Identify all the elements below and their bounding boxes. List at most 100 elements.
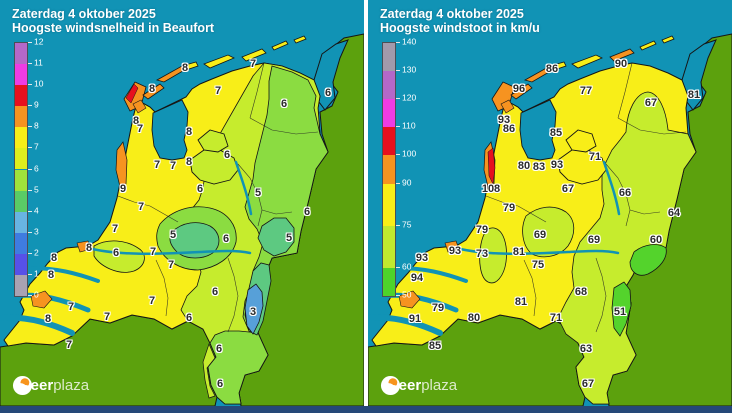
legend-tick-label: 130 xyxy=(402,64,417,75)
station-value: 7 xyxy=(148,294,156,307)
map-title-block: Zaterdag 4 oktober 2025 Hoogste windsnel… xyxy=(12,7,214,35)
station-value: 93 xyxy=(497,113,511,126)
station-value: 69 xyxy=(587,233,601,246)
legend-segment xyxy=(383,99,395,128)
legend-segment xyxy=(383,225,395,268)
station-value: 51 xyxy=(613,305,627,318)
legend-segment xyxy=(15,148,27,170)
legend-tick-label: 3 xyxy=(34,226,39,237)
legend-tick-label: 75 xyxy=(402,219,412,230)
station-value: 6 xyxy=(112,246,120,259)
legend-segment xyxy=(383,183,395,226)
legend-tick-mark xyxy=(396,42,400,43)
station-value: 7 xyxy=(169,159,177,172)
legend-tick-label: 100 xyxy=(402,148,417,159)
legend-tick-mark xyxy=(28,84,32,86)
station-value: 96 xyxy=(512,82,526,95)
station-value: 81 xyxy=(512,245,526,258)
station-value: 86 xyxy=(545,62,559,75)
station-value: 8 xyxy=(185,125,193,138)
station-value: 93 xyxy=(550,158,564,171)
legend-segment xyxy=(15,253,27,275)
legend-segment xyxy=(383,127,395,156)
legend-tick-label: 90 xyxy=(402,177,412,188)
legend-bar xyxy=(382,42,396,297)
station-value: 8 xyxy=(44,312,52,325)
legend-tick-mark xyxy=(28,126,32,128)
station-value: 90 xyxy=(614,57,628,70)
station-value: 5 xyxy=(169,228,177,241)
legend-tick-mark xyxy=(396,98,400,100)
legend-tick-mark xyxy=(28,105,32,107)
legend-segment xyxy=(15,274,27,296)
station-value: 81 xyxy=(687,88,701,101)
legend-tick-label: 1 xyxy=(34,268,39,279)
station-value: 86 xyxy=(502,122,516,135)
legend-tick-label: 120 xyxy=(402,92,417,103)
station-value: 6 xyxy=(216,377,224,390)
legend-tick-label: 11 xyxy=(34,57,43,68)
station-value: 91 xyxy=(408,312,422,325)
station-value: 67 xyxy=(561,182,575,195)
station-value: 73 xyxy=(475,247,489,260)
station-value: 64 xyxy=(667,206,681,219)
legend-tick-label: 8 xyxy=(34,120,39,131)
legend-segment xyxy=(15,106,27,128)
station-value: 5 xyxy=(254,186,262,199)
legend-segment xyxy=(15,127,27,149)
station-value: 108 xyxy=(481,182,501,195)
station-value: 8 xyxy=(47,268,55,281)
station-value: 3 xyxy=(249,305,257,318)
station-value: 6 xyxy=(185,311,193,324)
legend-tick-mark xyxy=(396,70,400,72)
station-value: 66 xyxy=(618,186,632,199)
station-value: 69 xyxy=(533,228,547,241)
legend-segment xyxy=(15,232,27,254)
legend-segment xyxy=(15,64,27,86)
station-value: 6 xyxy=(211,285,219,298)
legend-tick-label: 2 xyxy=(34,247,39,258)
station-value: 9 xyxy=(119,182,127,195)
station-value: 6 xyxy=(222,232,230,245)
station-value: 6 xyxy=(280,97,288,110)
legend-tick-mark xyxy=(28,273,32,275)
station-value: 79 xyxy=(502,201,516,214)
station-value: 67 xyxy=(581,377,595,390)
legend-segment xyxy=(383,43,395,72)
legend-tick-label: 7 xyxy=(34,141,39,152)
map-panel-windstoot: Zaterdag 4 oktober 2025 Hoogste windstoo… xyxy=(368,0,732,406)
map-title-date: Zaterdag 4 oktober 2025 xyxy=(380,7,524,21)
map-panel-beaufort: Zaterdag 4 oktober 2025 Hoogste windsnel… xyxy=(0,0,364,406)
legend-segment xyxy=(383,267,395,296)
map-title-subject: Hoogste windsnelheid in Beaufort xyxy=(12,21,215,35)
legend-tick-label: 12 xyxy=(34,36,44,47)
station-value: 81 xyxy=(514,295,528,308)
station-value: 7 xyxy=(153,158,161,171)
legend-tick-mark xyxy=(28,252,32,254)
station-value: 80 xyxy=(467,311,481,324)
station-value: 79 xyxy=(431,301,445,314)
station-value: 94 xyxy=(410,271,424,284)
station-value: 80 xyxy=(517,159,531,172)
station-value: 85 xyxy=(428,339,442,352)
legend-tick-label: 4 xyxy=(34,205,39,216)
legend-tick-mark xyxy=(28,42,32,43)
station-value: 8 xyxy=(181,61,189,74)
station-value: 8 xyxy=(185,155,193,168)
legend-tick-mark xyxy=(28,231,32,233)
legend-tick-mark xyxy=(28,168,32,170)
legend-segment xyxy=(15,190,27,212)
station-value: 8 xyxy=(85,241,93,254)
legend-tick-mark xyxy=(396,224,400,226)
station-value: 67 xyxy=(644,96,658,109)
legend-tick-label: 60 xyxy=(402,261,412,272)
station-value: 75 xyxy=(531,258,545,271)
bottom-bar xyxy=(0,406,732,413)
legend-tick-label: 0 xyxy=(34,289,39,300)
legend-tick-mark xyxy=(28,189,32,191)
station-value: 8 xyxy=(132,114,140,127)
legend-tick-label: 50 xyxy=(402,289,412,300)
station-value: 6 xyxy=(223,148,231,161)
legend-segment xyxy=(15,43,27,65)
